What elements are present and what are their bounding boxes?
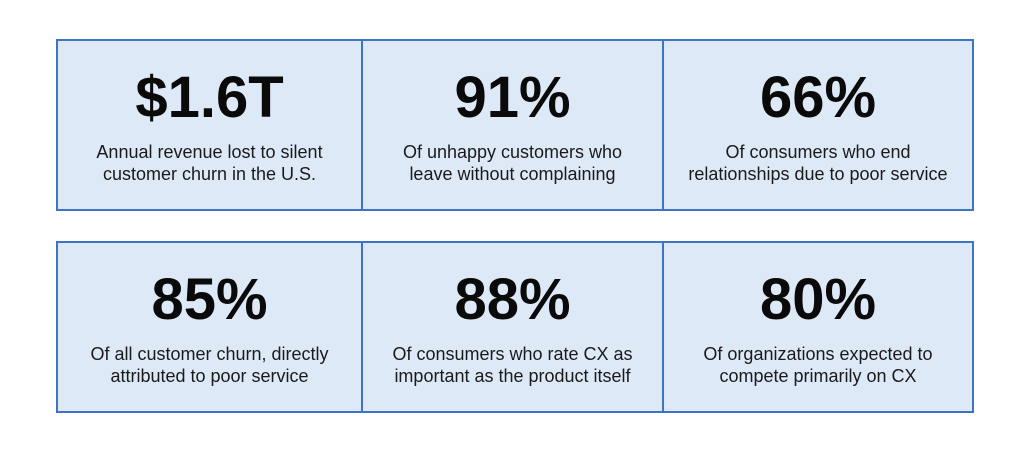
stat-description: Of consumers who end relationships due t…	[688, 142, 948, 184]
stats-row-bottom: 85% Of all customer churn, directly attr…	[56, 241, 974, 413]
stat-description: Of organizations expected to compete pri…	[703, 344, 933, 386]
stat-description: Of unhappy customers who leave without c…	[402, 142, 623, 184]
stat-value: 91%	[454, 65, 571, 130]
stat-value: 88%	[454, 267, 571, 332]
stat-card-revenue-lost: $1.6T Annual revenue lost to silent cust…	[56, 39, 363, 211]
stat-description: Of consumers who rate CX as important as…	[392, 344, 633, 386]
stat-description: Of all customer churn, directly attribut…	[90, 344, 329, 386]
stat-description: Annual revenue lost to silent customer c…	[96, 142, 323, 184]
stats-row-top: $1.6T Annual revenue lost to silent cust…	[56, 39, 974, 211]
stat-value: $1.6T	[135, 65, 284, 130]
stat-value: 66%	[759, 65, 877, 130]
stat-card-poor-service-end: 66% Of consumers who end relationships d…	[662, 39, 974, 211]
stat-card-compete-on-cx: 80% Of organizations expected to compete…	[662, 241, 974, 413]
stat-value: 80%	[759, 267, 877, 332]
stat-card-cx-importance: 88% Of consumers who rate CX as importan…	[361, 241, 664, 413]
stat-card-churn-attribution: 85% Of all customer churn, directly attr…	[56, 241, 363, 413]
stat-card-unhappy-customers: 91% Of unhappy customers who leave witho…	[361, 39, 664, 211]
stat-value: 85%	[151, 267, 268, 332]
